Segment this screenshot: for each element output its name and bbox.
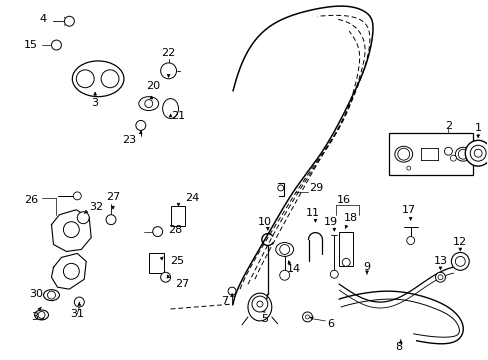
Text: 21: 21	[171, 111, 185, 121]
Text: 9: 9	[363, 262, 370, 272]
Text: 26: 26	[24, 195, 38, 205]
Text: 25: 25	[170, 256, 184, 266]
Circle shape	[464, 140, 488, 166]
Text: 28: 28	[168, 225, 183, 235]
Circle shape	[51, 40, 61, 50]
Text: 11: 11	[305, 208, 319, 218]
Text: 31: 31	[70, 309, 84, 319]
Text: 33: 33	[32, 312, 45, 322]
Ellipse shape	[394, 146, 412, 162]
Circle shape	[106, 215, 116, 225]
Circle shape	[136, 121, 145, 130]
Text: 14: 14	[286, 264, 300, 274]
Ellipse shape	[247, 293, 271, 321]
Circle shape	[457, 149, 468, 159]
Text: 4: 4	[40, 14, 47, 24]
Text: 23: 23	[122, 135, 136, 145]
Circle shape	[152, 227, 163, 237]
Text: 5: 5	[261, 314, 268, 324]
Text: 27: 27	[175, 279, 189, 289]
Circle shape	[305, 315, 309, 319]
Circle shape	[437, 275, 442, 280]
Circle shape	[277, 185, 283, 191]
Text: 7: 7	[221, 296, 228, 306]
Circle shape	[38, 311, 45, 319]
Ellipse shape	[72, 61, 123, 96]
Text: 27: 27	[106, 192, 120, 202]
Circle shape	[279, 244, 289, 255]
Text: 22: 22	[161, 48, 175, 58]
Circle shape	[47, 291, 55, 299]
Text: 3: 3	[91, 98, 99, 108]
Ellipse shape	[163, 99, 178, 118]
Text: 6: 6	[326, 319, 334, 329]
Text: 8: 8	[394, 342, 402, 352]
Circle shape	[342, 258, 349, 266]
Ellipse shape	[275, 243, 293, 256]
Circle shape	[435, 272, 445, 282]
Text: 24: 24	[185, 193, 199, 203]
Text: 30: 30	[29, 289, 43, 299]
Circle shape	[161, 63, 176, 79]
Circle shape	[63, 222, 79, 238]
Circle shape	[450, 252, 468, 270]
Circle shape	[73, 192, 81, 200]
Circle shape	[63, 264, 79, 279]
Ellipse shape	[43, 290, 60, 301]
Circle shape	[144, 100, 152, 108]
Text: 20: 20	[145, 81, 160, 91]
Circle shape	[330, 270, 338, 278]
Circle shape	[161, 272, 170, 282]
Bar	[388, 133, 472, 175]
Circle shape	[64, 16, 74, 26]
Circle shape	[302, 312, 312, 322]
Ellipse shape	[454, 147, 470, 161]
Circle shape	[74, 297, 84, 307]
Bar	[170, 206, 185, 226]
Circle shape	[469, 145, 485, 161]
Circle shape	[444, 147, 451, 155]
Text: 32: 32	[89, 202, 103, 212]
Text: 19: 19	[324, 217, 338, 227]
Circle shape	[101, 70, 119, 88]
Circle shape	[256, 301, 263, 307]
Text: 17: 17	[401, 205, 415, 215]
Ellipse shape	[35, 310, 48, 320]
Text: 16: 16	[337, 195, 350, 205]
Circle shape	[406, 237, 414, 244]
Circle shape	[76, 70, 94, 88]
Circle shape	[406, 166, 410, 170]
Text: 12: 12	[452, 237, 467, 247]
Text: 18: 18	[344, 213, 358, 223]
Circle shape	[449, 155, 455, 161]
Text: 10: 10	[257, 217, 271, 227]
Text: 2: 2	[444, 121, 451, 131]
Circle shape	[473, 149, 481, 157]
Ellipse shape	[139, 96, 158, 111]
Text: 29: 29	[309, 183, 323, 193]
Text: 13: 13	[432, 256, 447, 266]
Circle shape	[77, 212, 89, 224]
Circle shape	[228, 287, 236, 295]
Bar	[148, 253, 163, 273]
Circle shape	[279, 270, 289, 280]
Circle shape	[454, 256, 464, 266]
Text: 1: 1	[474, 123, 481, 134]
Bar	[339, 231, 352, 266]
Text: 15: 15	[24, 40, 38, 50]
Circle shape	[397, 148, 409, 160]
Circle shape	[251, 296, 267, 312]
